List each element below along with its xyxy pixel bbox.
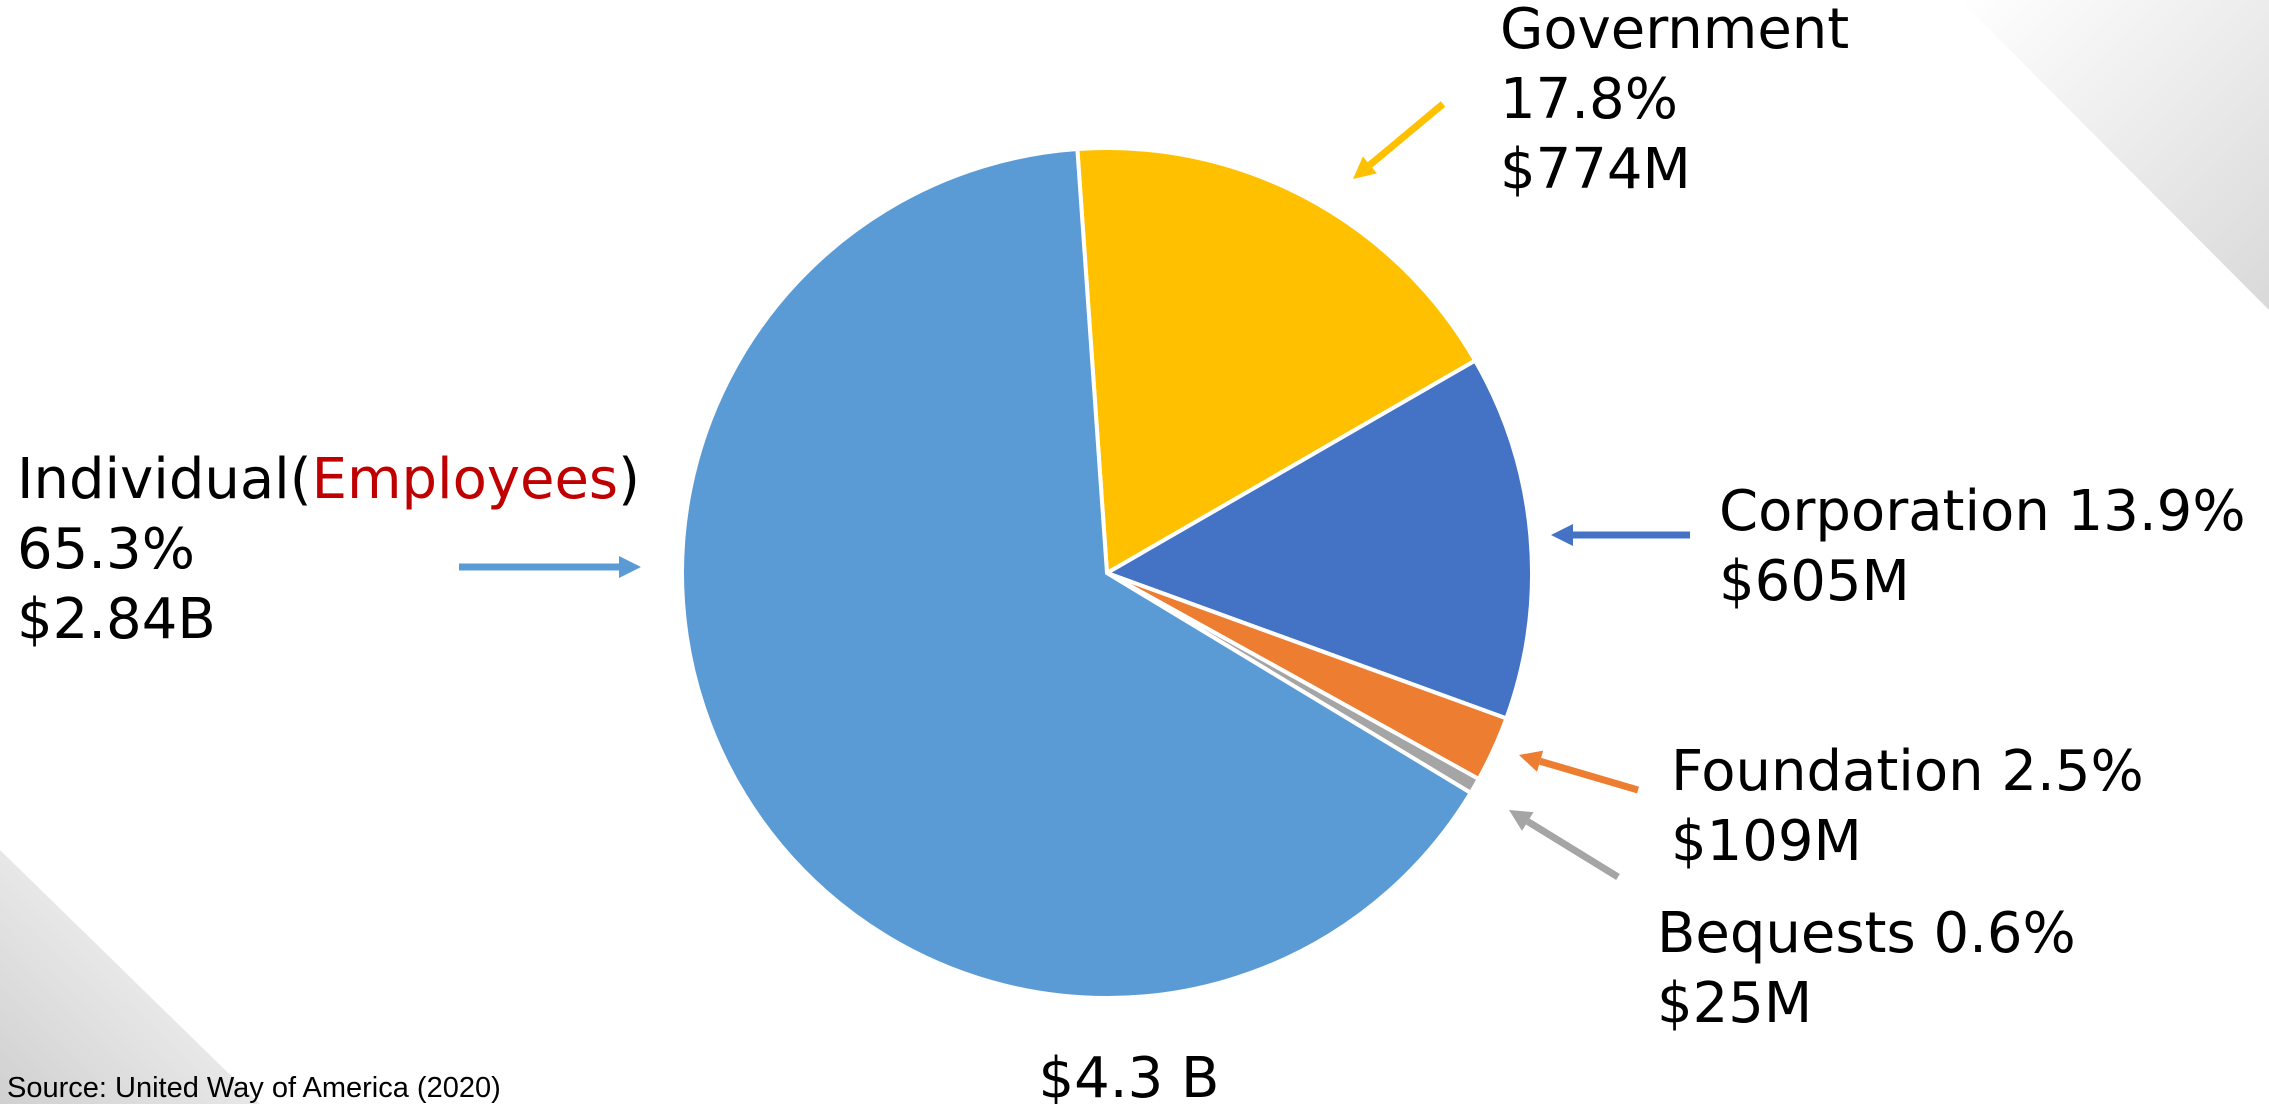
percent-label: 13.9% — [2068, 479, 2246, 544]
slice-label: Government — [1500, 0, 1849, 62]
percent-label: 0.6% — [1933, 901, 2075, 966]
corner-decoration — [1960, 0, 2269, 310]
slice-label: Individual(Employees) — [17, 447, 640, 512]
category-name: Corporation — [1719, 479, 2050, 544]
arrow-head — [1551, 524, 1573, 546]
category-name: Individual(Employees) — [17, 447, 640, 512]
pie-slice — [1102, 357, 1534, 721]
arrow-head — [1353, 156, 1377, 179]
pie-slice — [680, 146, 1474, 1000]
percent-label: 17.8% — [1500, 67, 1678, 132]
arrow — [1525, 818, 1620, 880]
percent-label: 65.3% — [17, 517, 195, 582]
percent-label: 2.5% — [2001, 739, 2143, 804]
amount-label: $774M — [1500, 137, 1691, 202]
arrow-head — [1519, 750, 1544, 772]
corner-decoration — [0, 850, 260, 1104]
slice-label: Foundation 2.5% — [1671, 739, 2144, 804]
category-name: Government — [1500, 0, 1849, 62]
pie-slice — [1075, 146, 1478, 577]
amount-label: $2.84B — [17, 587, 216, 652]
arrow-head — [619, 556, 641, 578]
amount-label: $109M — [1671, 809, 1862, 874]
total-label: $4.3 B — [1039, 1046, 1220, 1104]
arrow-head — [1509, 810, 1534, 831]
amount-label: $25M — [1657, 971, 1812, 1036]
slice-label: Corporation 13.9% — [1719, 479, 2246, 544]
source-note: Source: United Way of America (2020) — [7, 1072, 501, 1104]
category-name: Bequests — [1657, 901, 1916, 966]
amount-label: $605M — [1719, 549, 1910, 614]
highlight: Employees — [312, 447, 619, 512]
category-name: Foundation — [1671, 739, 1984, 804]
arrow — [1367, 101, 1446, 168]
arrow — [1539, 757, 1639, 794]
slice-label: Bequests 0.6% — [1657, 901, 2076, 966]
